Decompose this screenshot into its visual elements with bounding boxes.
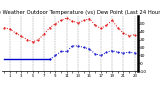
Title: Milwaukee Weather Outdoor Temperature (vs) Dew Point (Last 24 Hours): Milwaukee Weather Outdoor Temperature (v… xyxy=(0,10,160,15)
